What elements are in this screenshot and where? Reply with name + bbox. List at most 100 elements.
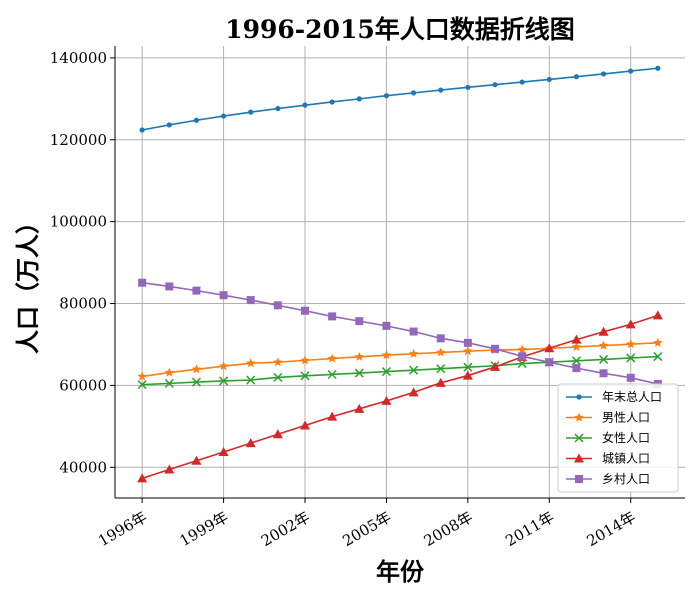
data-point — [491, 344, 499, 353]
data-point — [435, 377, 446, 387]
data-point — [462, 370, 473, 380]
data-point — [598, 326, 609, 336]
series-line — [142, 355, 658, 386]
legend-label: 城镇人口 — [602, 452, 650, 466]
x-tick-label: 2011年 — [502, 508, 557, 550]
data-point — [327, 411, 338, 421]
data-point — [490, 361, 500, 371]
y-axis-label: 人口（万人） — [13, 210, 42, 354]
data-point — [653, 337, 663, 347]
data-point — [219, 376, 229, 386]
data-point — [572, 364, 581, 373]
data-point — [571, 356, 581, 366]
legend-label: 男性人口 — [602, 411, 650, 425]
y-tick-label: 100000 — [50, 213, 107, 231]
data-point — [546, 76, 552, 83]
x-tick-label: 2005年 — [339, 508, 394, 550]
data-point — [219, 291, 228, 300]
data-point — [626, 373, 635, 382]
legend-marker — [574, 433, 584, 443]
data-point — [463, 346, 473, 356]
data-point — [518, 352, 527, 361]
y-tick-label: 80000 — [59, 295, 107, 313]
data-point — [191, 364, 202, 374]
data-point — [246, 375, 256, 385]
data-point — [571, 334, 582, 344]
data-point — [544, 343, 555, 353]
legend-item: 乡村人口 — [566, 472, 650, 486]
data-point — [137, 473, 148, 483]
data-point — [165, 282, 174, 291]
data-point — [191, 377, 201, 387]
data-point — [327, 353, 337, 363]
data-point — [599, 369, 608, 378]
data-point — [191, 455, 202, 465]
data-point — [164, 367, 175, 377]
data-point — [327, 369, 337, 380]
data-point — [519, 79, 525, 85]
data-point — [248, 109, 254, 115]
data-point — [625, 339, 636, 349]
series-line — [142, 281, 659, 385]
data-point — [272, 429, 283, 439]
data-point — [382, 321, 391, 330]
data-point — [410, 90, 417, 96]
legend-item: 城镇人口 — [566, 452, 650, 466]
x-axis-label: 年份 — [376, 557, 425, 586]
legend-box — [557, 383, 679, 493]
legend-label: 乡村人口 — [602, 472, 650, 486]
data-point — [600, 71, 607, 77]
series-0 — [139, 65, 661, 133]
data-point — [355, 317, 364, 326]
data-point — [273, 357, 283, 367]
legend-label: 女性人口 — [602, 430, 650, 445]
data-point — [383, 93, 390, 99]
data-point — [164, 464, 175, 474]
legend-marker — [575, 475, 583, 483]
chart-title: 1996-2015年人口数据折线图 — [225, 15, 575, 44]
legend-marker — [576, 394, 582, 400]
data-point — [300, 420, 310, 430]
y-tick-label: 140000 — [50, 49, 107, 67]
data-point — [435, 347, 446, 357]
data-point — [275, 105, 281, 112]
series-2 — [137, 352, 663, 390]
data-point — [628, 68, 634, 74]
legend-item: 男性人口 — [566, 411, 650, 425]
axes — [114, 46, 685, 499]
grid — [115, 46, 685, 498]
data-point — [381, 367, 391, 377]
legend-marker — [574, 412, 584, 422]
data-point — [436, 334, 445, 343]
data-point — [218, 361, 229, 371]
x-tick-label: 1999年 — [177, 508, 232, 550]
series-line — [141, 67, 658, 131]
legend-marker — [574, 453, 584, 463]
data-point — [246, 296, 255, 305]
data-point — [354, 368, 364, 378]
data-point — [653, 352, 663, 362]
data-point — [245, 438, 256, 448]
data-point — [138, 278, 147, 287]
y-tick-label: 120000 — [50, 131, 107, 149]
data-point — [329, 99, 335, 105]
x-tick-label: 2014年 — [584, 508, 639, 550]
data-point — [137, 371, 147, 381]
data-point — [301, 306, 309, 315]
data-point — [545, 358, 554, 367]
data-point — [192, 286, 201, 295]
data-point — [220, 113, 227, 119]
legend-label: 年末总人口 — [602, 390, 662, 404]
data-point — [408, 387, 419, 397]
data-point — [571, 341, 582, 351]
data-point — [409, 365, 419, 375]
data-point — [300, 371, 310, 381]
data-point — [573, 74, 580, 80]
data-point — [381, 395, 392, 405]
data-point — [139, 127, 145, 133]
data-point — [193, 117, 200, 123]
data-point — [381, 350, 392, 360]
data-point — [328, 312, 337, 321]
